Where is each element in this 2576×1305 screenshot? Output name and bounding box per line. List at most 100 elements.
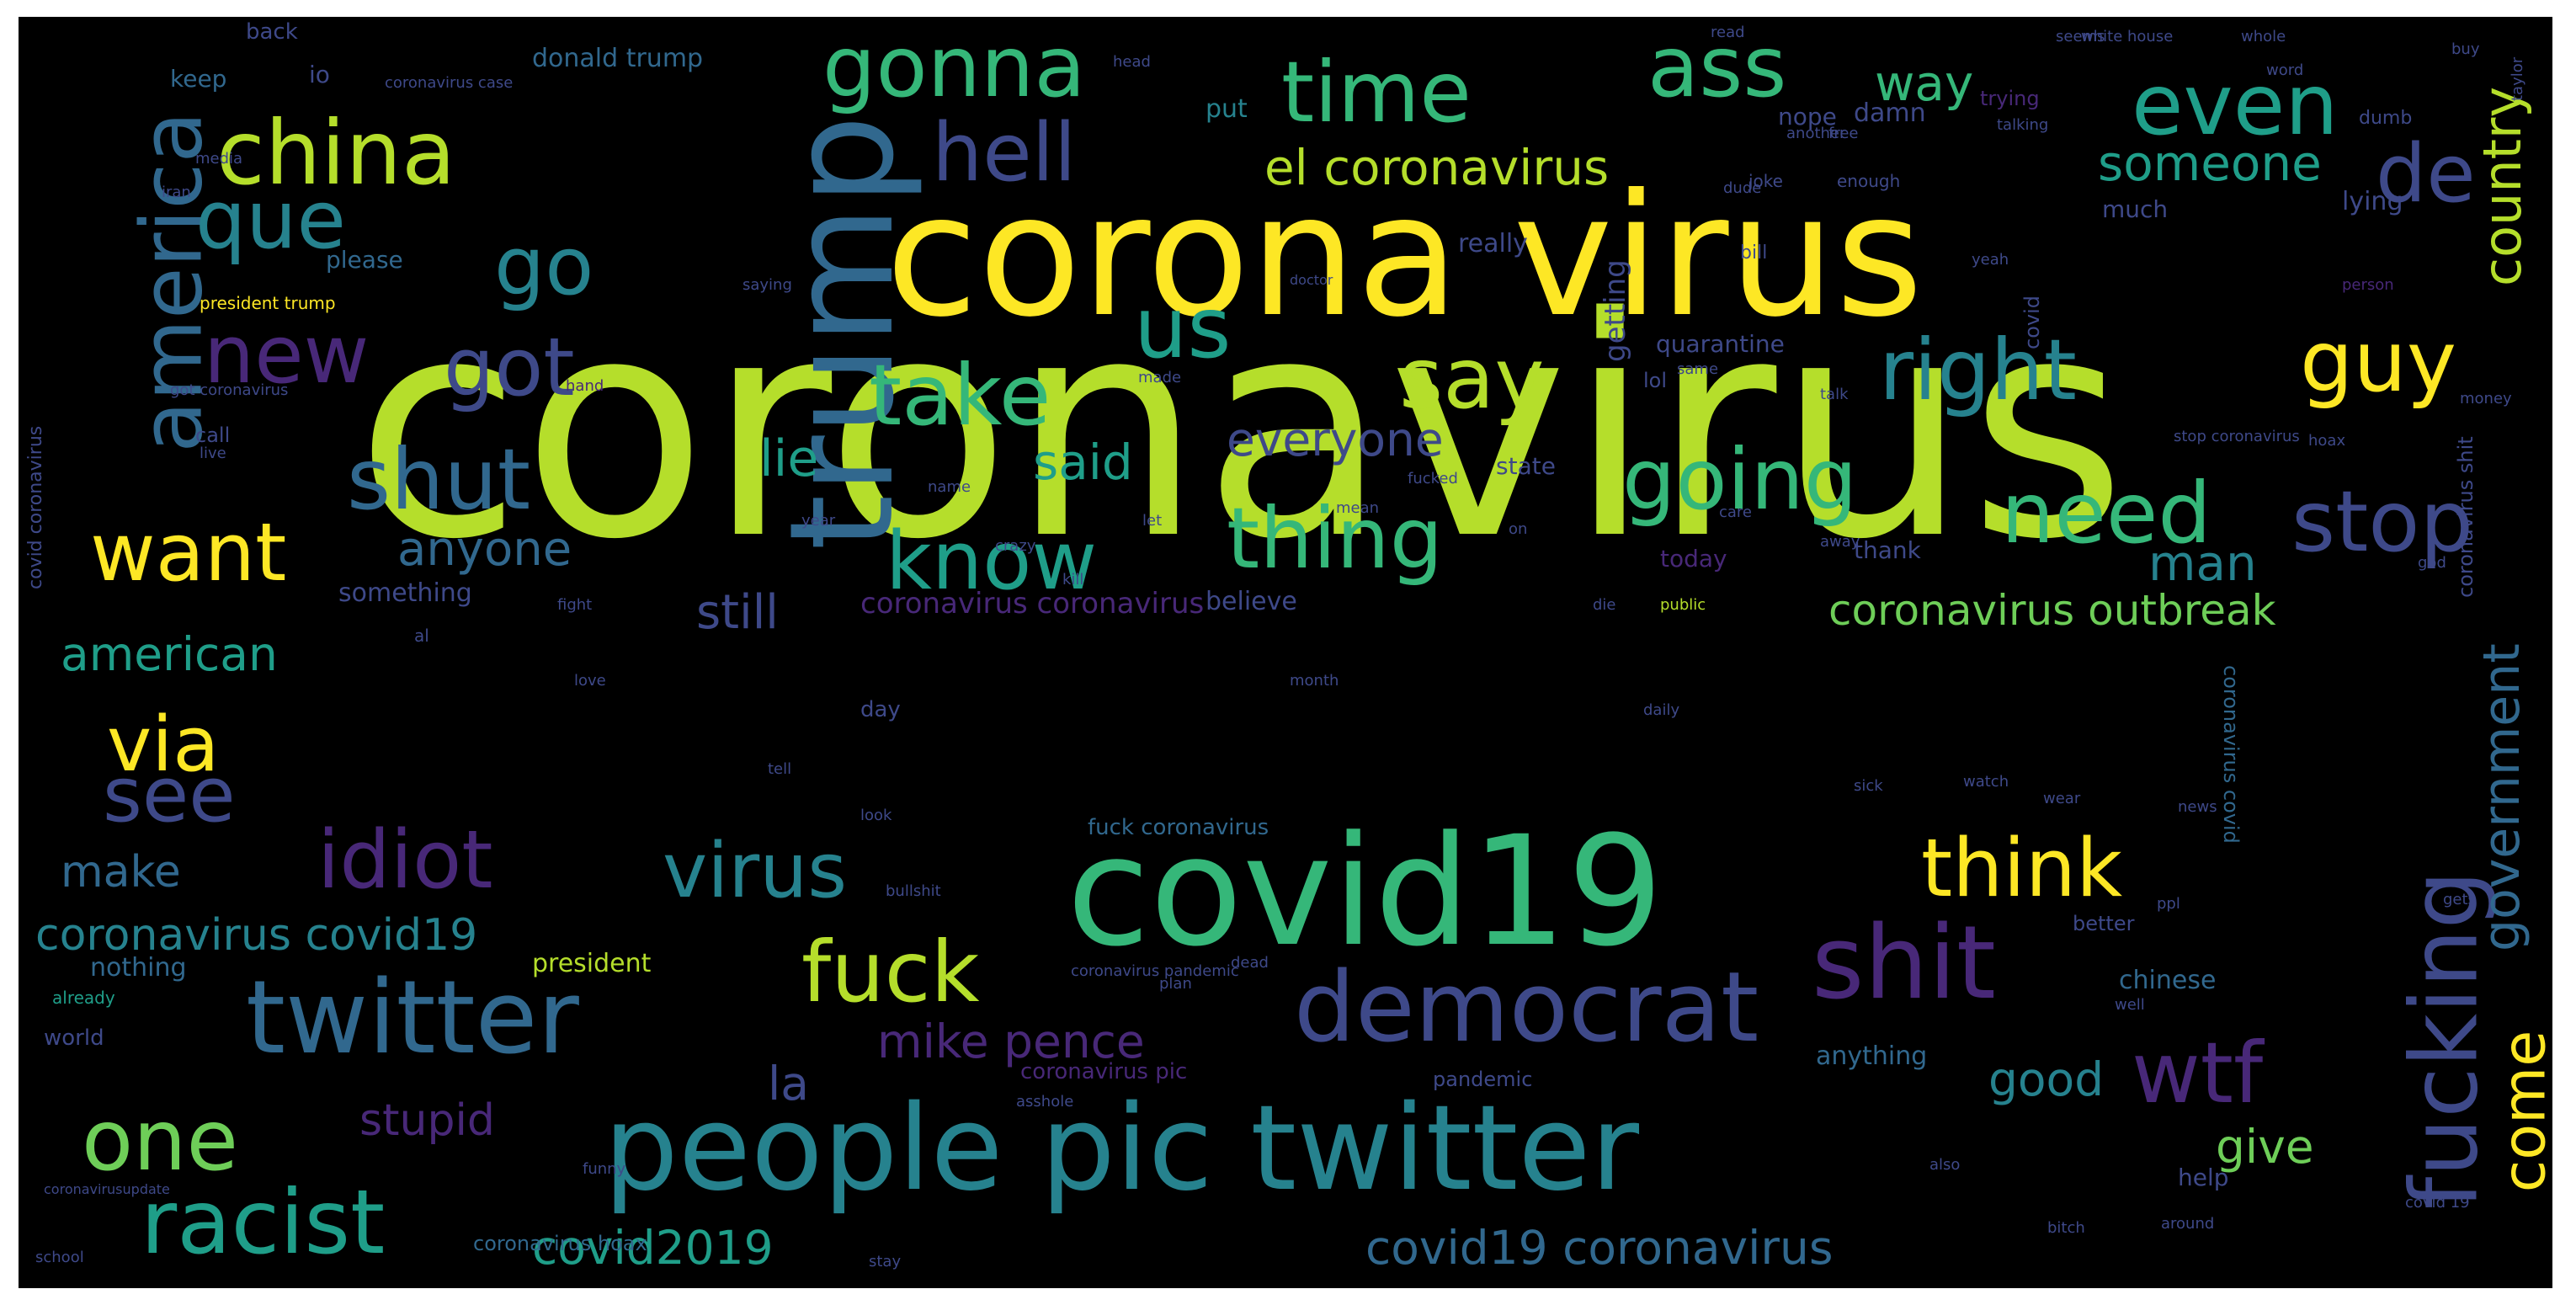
word: public — [1660, 596, 1706, 614]
word: coronavirus case — [385, 74, 514, 92]
word: que — [195, 174, 346, 267]
word: coronavirusupdate — [44, 1181, 170, 1197]
word: school — [35, 1249, 84, 1266]
word: watch — [1963, 773, 2009, 791]
word: china — [216, 102, 456, 205]
word: yeah — [1972, 251, 2009, 269]
word: ppl — [2157, 895, 2180, 913]
word: fucked — [1408, 470, 1458, 487]
word: everyone — [1227, 413, 1444, 466]
word: right — [1879, 321, 2077, 419]
word: name — [928, 478, 971, 496]
word: lie — [759, 429, 819, 488]
word: media — [195, 150, 243, 168]
word: american — [61, 627, 278, 681]
word: wtf — [2132, 1024, 2264, 1122]
word: give — [2216, 1120, 2314, 1174]
word: stupid — [359, 1095, 495, 1146]
word: chinese — [2119, 966, 2217, 995]
word: dead — [1231, 954, 1269, 972]
word: person — [2342, 276, 2394, 294]
word: stay — [869, 1253, 902, 1270]
word: covid19 coronavirus — [1365, 1221, 1834, 1275]
word: lying — [2342, 187, 2403, 216]
word: way — [1875, 55, 1974, 112]
word: doctor — [1290, 272, 1333, 288]
word: gets — [2443, 891, 2476, 908]
word: anyone — [397, 522, 572, 577]
word: donald trump — [532, 44, 704, 73]
word: money — [2460, 390, 2512, 407]
word: taylor — [2509, 56, 2526, 101]
word: dude — [1723, 179, 1762, 197]
word: good — [1988, 1052, 2105, 1106]
word: got coronavirus — [170, 381, 289, 399]
word: know — [886, 515, 1098, 608]
word: trying — [1980, 87, 2040, 110]
word: tell — [768, 760, 792, 778]
word: keep — [170, 65, 227, 93]
word: state — [1496, 452, 1556, 480]
word: al — [414, 626, 429, 646]
word: talking — [1997, 116, 2049, 134]
word: damn — [1854, 99, 1926, 128]
word: racist — [141, 1171, 386, 1274]
word: world — [44, 1025, 104, 1051]
word: el coronavirus — [1264, 139, 1610, 196]
word: talk — [1820, 386, 1849, 403]
word: thing — [1227, 489, 1444, 588]
word: help — [2178, 1164, 2229, 1191]
word: country — [2472, 86, 2533, 286]
word: de — [2376, 128, 2476, 221]
word: back — [246, 19, 298, 45]
word: word — [2266, 61, 2304, 79]
word: care — [1719, 503, 1753, 521]
word: corona virus — [886, 158, 1924, 354]
word: wear — [2043, 790, 2081, 807]
word: thank — [1854, 536, 1921, 564]
word: please — [326, 246, 403, 274]
word: ass — [1647, 18, 1787, 116]
word: io — [309, 61, 330, 88]
word: mike pence — [877, 1015, 1145, 1068]
word: covid2019 — [532, 1221, 774, 1275]
word: coronavirus pandemic — [1071, 962, 1239, 980]
word: idiot — [317, 814, 493, 907]
word: man — [2148, 535, 2257, 592]
word: better — [2073, 912, 2135, 935]
word: want — [90, 507, 287, 599]
word: funny — [583, 1160, 626, 1178]
word: one — [82, 1091, 239, 1190]
word: hand — [566, 377, 604, 395]
word: shit — [1812, 905, 1996, 1022]
word: make — [61, 847, 181, 898]
word: let — [1142, 512, 1163, 530]
word: coronavirus pic — [1020, 1059, 1188, 1084]
word: month — [1290, 672, 1339, 690]
word: bill — [1740, 242, 1768, 264]
word: via — [107, 700, 220, 789]
word: coronavirus covid19 — [35, 910, 478, 961]
word: shut — [347, 430, 531, 529]
word: call — [195, 423, 231, 447]
word: iran — [162, 184, 191, 201]
word: well — [2115, 996, 2145, 1014]
word: another — [1786, 125, 1846, 142]
word: nothing — [90, 953, 187, 983]
word: guy — [2300, 312, 2457, 411]
word: president — [532, 949, 652, 978]
word: la — [768, 1057, 809, 1111]
word: covid 19 — [2405, 1194, 2470, 1212]
word: fight — [557, 596, 593, 614]
word: put — [1206, 94, 1248, 124]
word: go — [494, 221, 594, 313]
word: white house — [2081, 28, 2174, 45]
word: anything — [1816, 1041, 1928, 1071]
word: covid — [2020, 296, 2044, 349]
word: new — [204, 309, 370, 402]
word: virus — [663, 827, 848, 915]
word: fuck — [801, 923, 980, 1021]
word: fuck coronavirus — [1088, 815, 1269, 840]
word: head — [1113, 53, 1151, 71]
word: nope — [1778, 103, 1837, 130]
